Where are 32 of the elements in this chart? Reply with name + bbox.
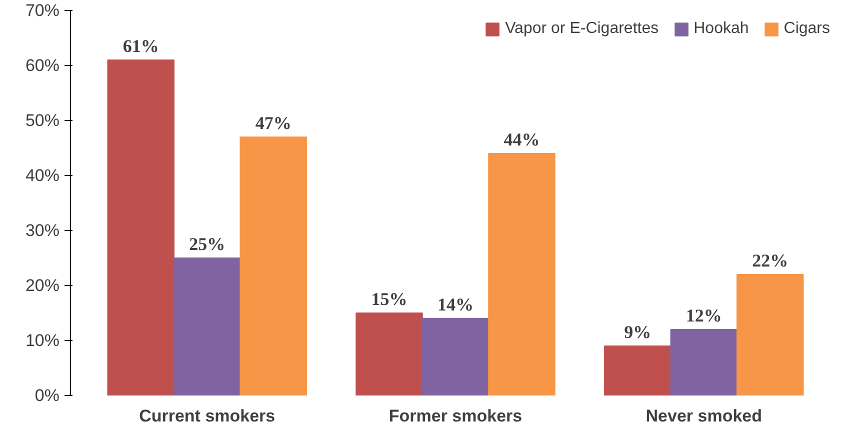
bar — [488, 153, 556, 396]
y-tick-label: 0% — [34, 386, 60, 405]
data-label: 12% — [686, 306, 722, 326]
y-tick-label: 20% — [25, 276, 60, 295]
bar — [736, 274, 804, 396]
y-tick-label: 70% — [25, 1, 60, 20]
legend-label: Hookah — [694, 20, 749, 38]
bar — [173, 258, 241, 396]
data-label: 22% — [752, 250, 788, 270]
bar — [422, 318, 490, 396]
data-label: 9% — [624, 322, 652, 342]
y-tick-label: 50% — [25, 111, 60, 130]
y-tick-label: 40% — [25, 166, 60, 185]
x-tick-label: Former smokers — [388, 406, 522, 426]
data-label: 61% — [122, 36, 159, 56]
legend-label: Cigars — [784, 20, 830, 38]
bar — [240, 136, 307, 396]
x-tick-label: Never smoked — [646, 406, 762, 426]
x-tick-label: Current smokers — [139, 406, 276, 426]
y-tick-label: 30% — [25, 221, 60, 240]
bar — [356, 312, 423, 396]
data-label: 44% — [504, 130, 540, 150]
legend-label: Vapor or E-Cigarettes — [505, 20, 659, 38]
y-tick-label: 10% — [25, 331, 60, 350]
data-label: 14% — [438, 294, 474, 314]
y-tick-label: 60% — [25, 56, 60, 75]
data-label: 25% — [189, 234, 226, 254]
data-label: 15% — [371, 289, 408, 309]
data-label: 47% — [255, 113, 292, 133]
bar — [604, 346, 672, 396]
bar — [107, 60, 174, 396]
bar — [670, 329, 738, 396]
